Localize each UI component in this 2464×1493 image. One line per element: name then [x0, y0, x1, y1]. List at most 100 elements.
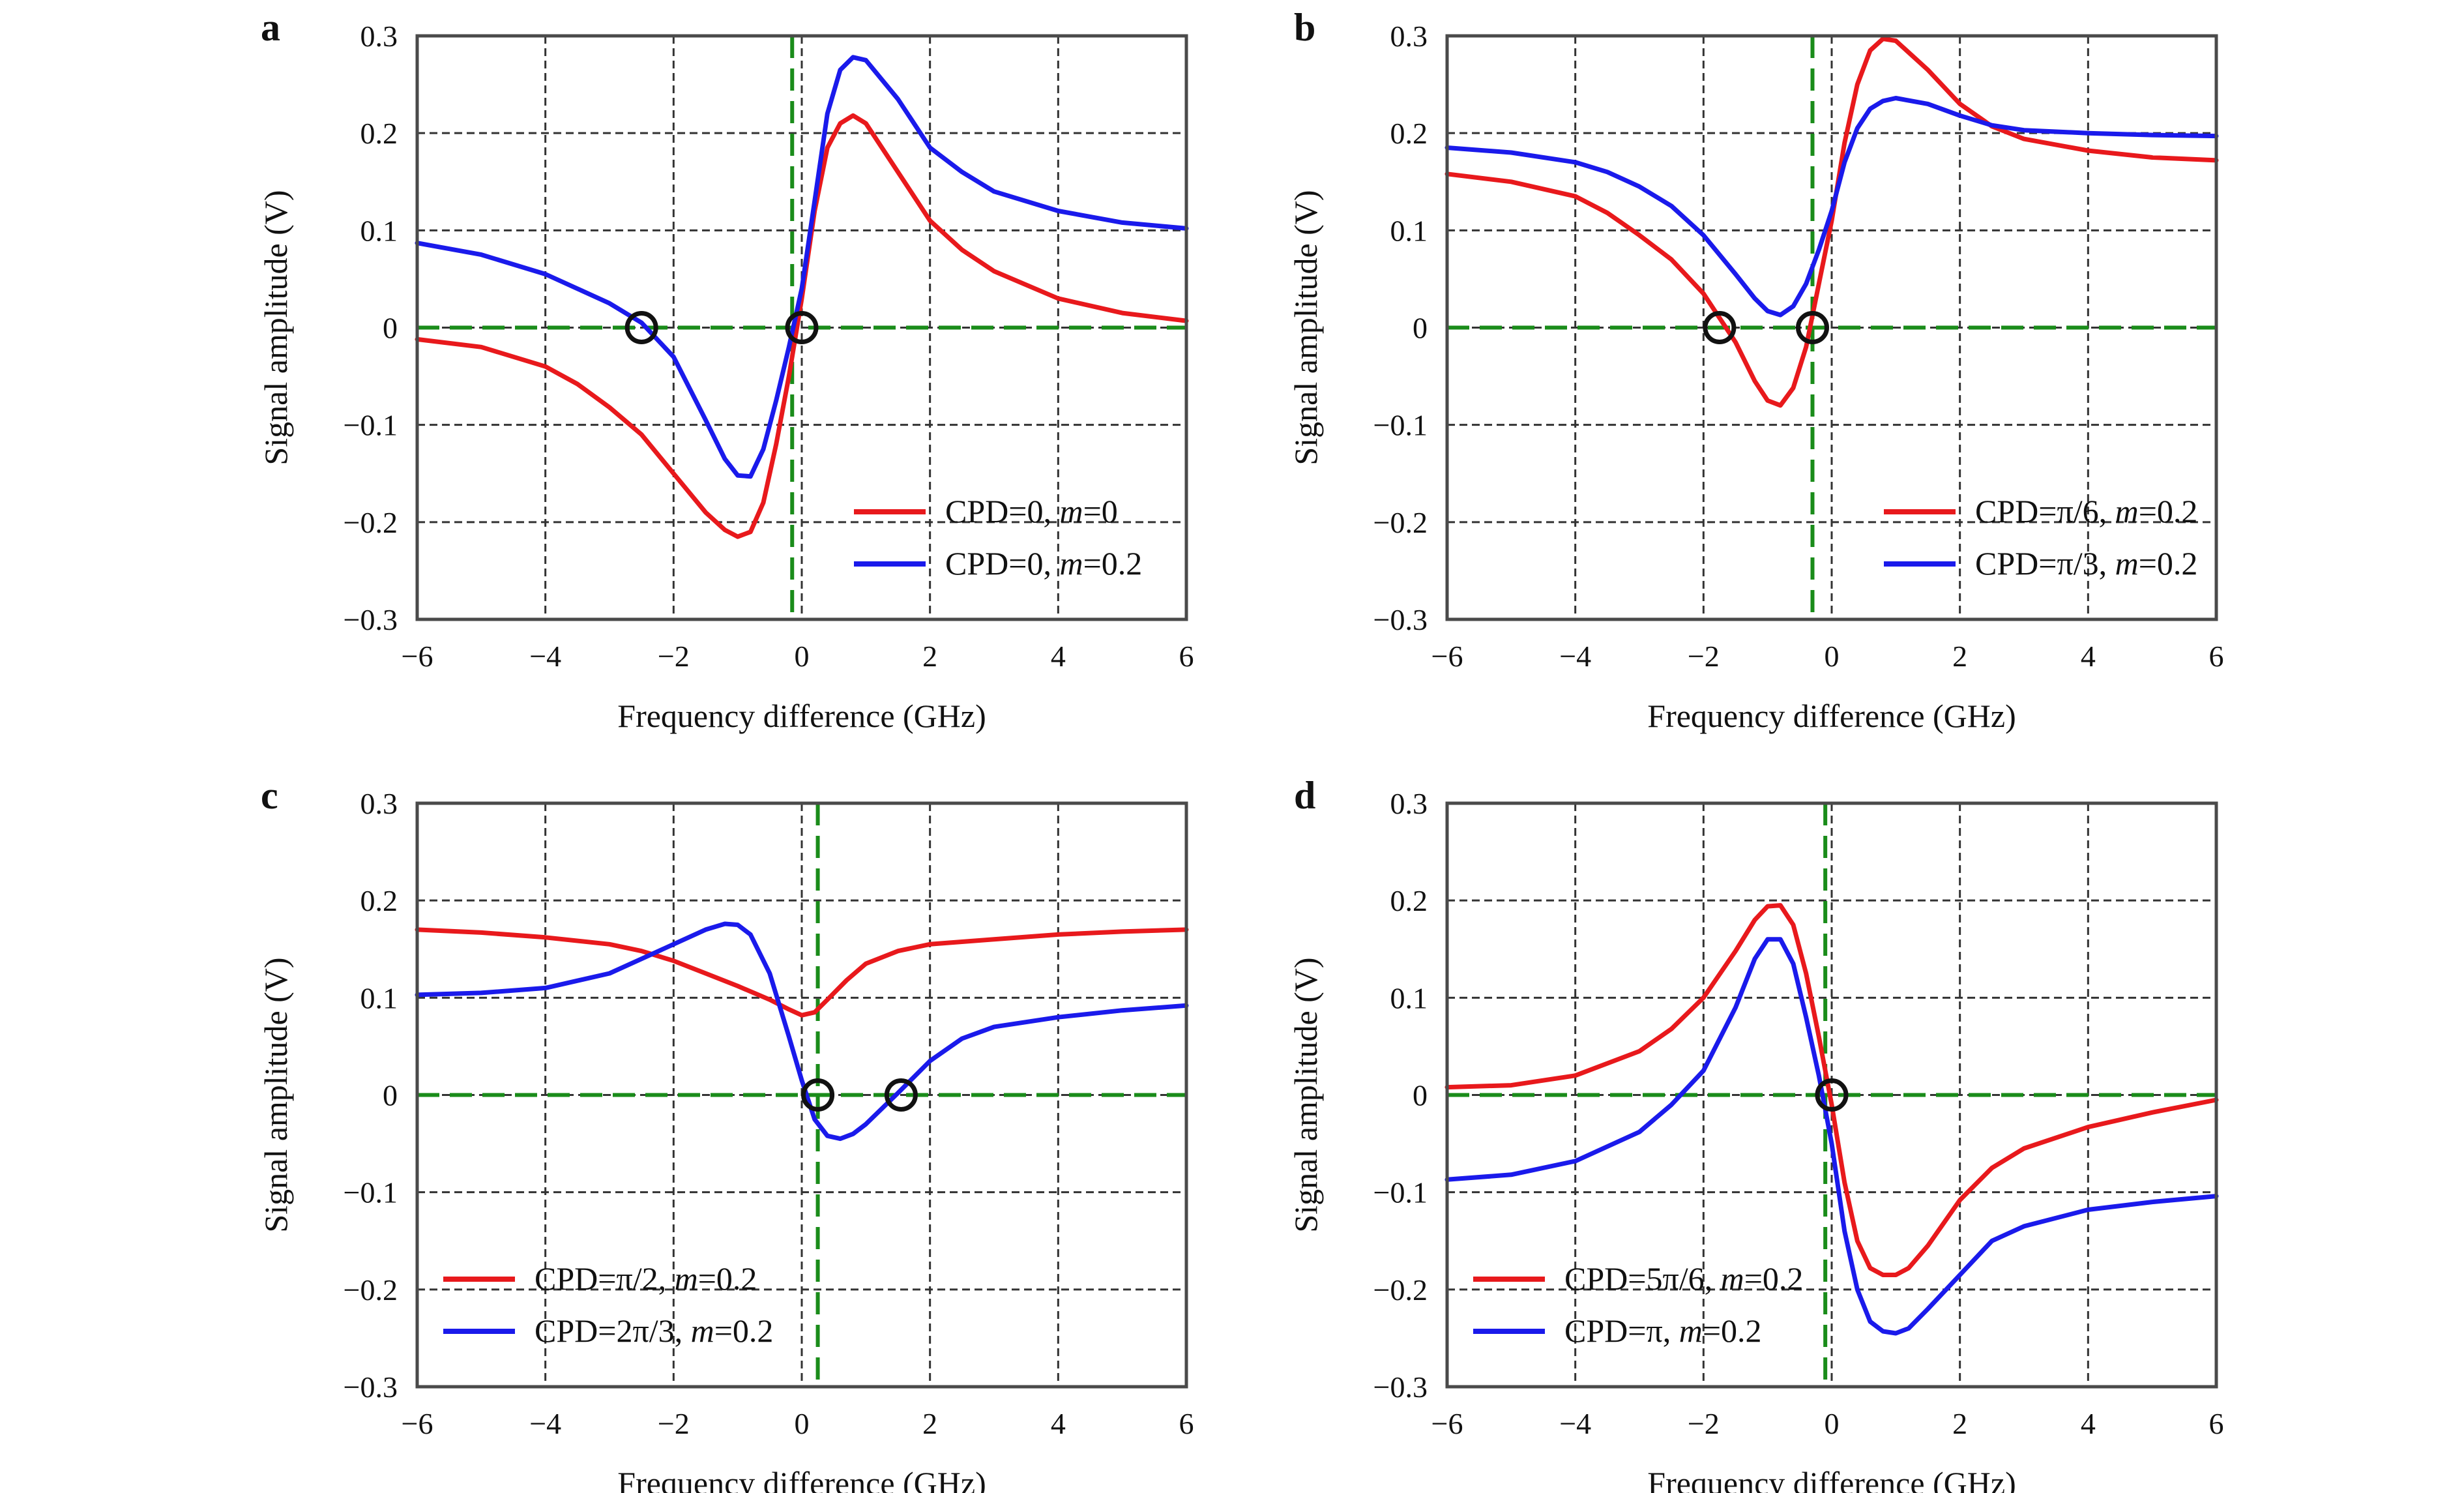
y-tick-label: 0	[383, 1079, 398, 1112]
x-tick-label: 4	[1051, 1407, 1066, 1440]
zero-crossing-marker	[785, 311, 819, 344]
panel-d: d 0.3 0.2 0.1 0 −0.1 −0.2 −0.3−6 −4 −2 0 2 4 6 Frequen…	[1287, 774, 2224, 1493]
legend-label-main: CPD=π,	[1564, 1312, 1679, 1349]
x-tick-label: 6	[2209, 1407, 2224, 1440]
legend-label-main: CPD=2π/3,	[535, 1312, 691, 1349]
grid	[1447, 36, 2216, 619]
zero-crossing-marker	[1796, 311, 1829, 344]
y-axis-label: Signal amplitude (V)	[257, 190, 294, 465]
x-tick-label: 2	[922, 1407, 937, 1440]
series-line-blue	[1445, 96, 2219, 318]
y-tick-label: −0.3	[1373, 1370, 1428, 1404]
legend-item: CPD=5π/6, m=0.2	[1473, 1260, 1803, 1297]
x-tick-label: −2	[658, 640, 690, 673]
legend-label-main: CPD=0,	[945, 545, 1059, 582]
y-tick-label: 0.1	[360, 981, 398, 1014]
legend-label-main: CPD=5π/6,	[1564, 1260, 1721, 1297]
x-tick-label: 0	[795, 1407, 810, 1440]
legend-label-main: CPD=π/3,	[1975, 545, 2115, 582]
legend-label-m: m	[1059, 493, 1083, 529]
y-tick-label: 0.1	[1390, 214, 1428, 247]
legend-label-m: m	[1679, 1312, 1703, 1349]
legend-label: CPD=π, m=0.2	[1564, 1312, 1762, 1349]
panel-letter: a	[261, 6, 280, 49]
x-axis-label: Frequency difference (GHz)	[1647, 698, 2016, 734]
panel-a: a 0.3 0.2 0.1 0 −0.1 −0.2 −0.3−6 −4 −2 0 2 4 6 Frequen…	[257, 6, 1194, 734]
grid	[417, 36, 1186, 619]
plot-frame	[415, 34, 1188, 621]
legend-label-m: m	[1059, 545, 1083, 582]
y-tick-label: −0.3	[344, 603, 398, 636]
series-line-blue	[1445, 937, 2219, 1336]
x-tick-label: −6	[402, 640, 433, 673]
plot-frame	[1445, 34, 2218, 621]
x-tick-label: −4	[1559, 1407, 1591, 1440]
legend-item: CPD=π/3, m=0.2	[1884, 545, 2197, 582]
legend: CPD=π/2, m=0.2 CPD=2π/3, m=0.2	[443, 1260, 773, 1349]
x-tick-label: −6	[402, 1407, 433, 1440]
y-tick-label: 0.3	[360, 20, 398, 53]
zero-crossing-marker	[1703, 311, 1737, 344]
series-line-blue	[415, 55, 1189, 479]
x-tick-label: −4	[1559, 640, 1591, 673]
legend-label-main: CPD=π/6,	[1975, 493, 2115, 529]
legend-label-tail: =0.2	[698, 1260, 757, 1297]
x-axis-label: Frequency difference (GHz)	[1647, 1465, 2016, 1493]
x-tick-label: 4	[1051, 640, 1066, 673]
legend-label-tail: =0.2	[1083, 545, 1143, 582]
y-tick-label: −0.2	[344, 506, 398, 539]
y-tick-label: 0.3	[1390, 787, 1428, 820]
legend-item: CPD=π/2, m=0.2	[443, 1260, 757, 1297]
y-tick-label: −0.2	[344, 1273, 398, 1307]
legend-item: CPD=0, m=0.2	[854, 545, 1142, 582]
y-tick-label: 0.2	[360, 117, 398, 150]
legend-label-tail: =0.2	[2139, 493, 2198, 529]
legend-label-main: CPD=π/2,	[535, 1260, 675, 1297]
series-line-red	[1445, 37, 2219, 408]
zero-crossing-marker	[624, 311, 658, 344]
y-tick-label: 0	[1413, 1079, 1428, 1112]
y-tick-label: 0	[383, 312, 398, 345]
zero-crossing-marker	[884, 1078, 918, 1112]
panel-letter: b	[1294, 6, 1315, 49]
y-tick-label: −0.1	[344, 409, 398, 442]
legend-label: CPD=0, m=0.2	[945, 545, 1142, 582]
legend-label-m: m	[2115, 545, 2139, 582]
x-tick-label: 2	[1952, 1407, 1967, 1440]
x-tick-label: −2	[1688, 640, 1720, 673]
y-tick-label: 0.2	[1390, 884, 1428, 917]
y-axis-label: Signal amplitude (V)	[1287, 957, 1324, 1232]
y-tick-label: 0.1	[360, 214, 398, 247]
y-tick-label: 0	[1413, 312, 1428, 345]
x-tick-label: 6	[1179, 640, 1194, 673]
x-tick-label: 4	[2081, 1407, 2096, 1440]
legend-label: CPD=π/2, m=0.2	[535, 1260, 757, 1297]
x-tick-label: −6	[1431, 640, 1463, 673]
legend-label: CPD=2π/3, m=0.2	[535, 1312, 773, 1349]
legend: CPD=π/6, m=0.2 CPD=π/3, m=0.2	[1884, 493, 2197, 582]
legend-label: CPD=π/6, m=0.2	[1975, 493, 2197, 529]
y-tick-label: 0.3	[1390, 20, 1428, 53]
panel-letter: c	[261, 774, 278, 817]
legend-label: CPD=5π/6, m=0.2	[1564, 1260, 1803, 1297]
legend-label: CPD=π/3, m=0.2	[1975, 545, 2197, 582]
x-tick-label: −2	[1688, 1407, 1720, 1440]
y-axis-label: Signal amplitude (V)	[1287, 190, 1324, 465]
x-tick-label: −2	[658, 1407, 690, 1440]
x-tick-label: 0	[1825, 1407, 1840, 1440]
legend-label-tail: =0.2	[714, 1312, 774, 1349]
y-tick-label: −0.1	[344, 1176, 398, 1209]
y-tick-label: 0.2	[1390, 117, 1428, 150]
x-tick-label: 6	[1179, 1407, 1194, 1440]
legend-label: CPD=0, m=0	[945, 493, 1118, 529]
y-tick-label: −0.1	[1373, 1176, 1428, 1209]
panel-c: c 0.3 0.2 0.1 0 −0.1 −0.2 −0.3−6 −4 −2 0 2 4 6 Frequen…	[257, 774, 1194, 1493]
y-tick-label: 0.3	[360, 787, 398, 820]
legend-label-tail: =0.2	[1744, 1260, 1804, 1297]
legend: CPD=0, m=0 CPD=0, m=0.2	[854, 493, 1142, 582]
legend-item: CPD=0, m=0	[854, 493, 1118, 529]
x-axis-label: Frequency difference (GHz)	[617, 698, 986, 734]
plot-frame	[415, 801, 1188, 1389]
